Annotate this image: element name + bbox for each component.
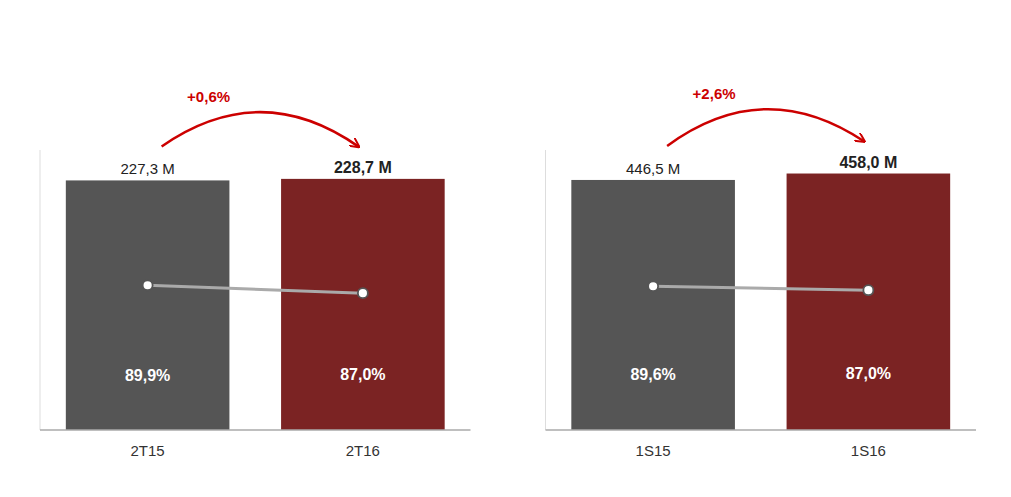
inner-label: 87,0%: [846, 365, 891, 382]
panel: 227,3 M 228,7 M 2T15 2T16 89,9% 87,0% +0,6%: [40, 88, 471, 459]
inner-label: 87,0%: [340, 366, 385, 383]
chart-canvas: 227,3 M 228,7 M 2T15 2T16 89,9% 87,0% +0,6% 446…: [0, 0, 1011, 497]
bar: [571, 180, 735, 430]
arrow-label: +2,6%: [693, 85, 736, 102]
x-tick-label: 1S16: [851, 442, 886, 459]
dot: [358, 288, 368, 298]
inner-label: 89,6%: [630, 366, 675, 383]
plot-area: [66, 179, 445, 430]
x-tick-label: 1S15: [636, 442, 671, 459]
panel: 446,5 M 458,0 M 1S15 1S16 89,6% 87,0% +2,6%: [546, 85, 977, 459]
y-axis-line: [40, 150, 41, 430]
bar: [787, 174, 951, 430]
plot-area: [571, 174, 950, 430]
dot: [143, 280, 153, 290]
line: [148, 285, 363, 293]
bar: [66, 180, 230, 430]
line: [653, 286, 868, 290]
dot: [863, 285, 873, 295]
x-tick-label: 2T15: [131, 442, 165, 459]
x-axis-line: [546, 429, 977, 431]
value-label: 446,5 M: [626, 160, 680, 177]
labels: 227,3 M 228,7 M 2T15 2T16 89,9% 87,0% +0,6%: [121, 88, 392, 459]
value-label: 227,3 M: [121, 160, 175, 177]
arrow: [667, 109, 864, 146]
bar: [281, 179, 445, 430]
x-tick-label: 2T16: [346, 442, 380, 459]
y-axis-line: [545, 150, 546, 430]
inner-label: 89,9%: [125, 367, 170, 384]
dot: [648, 281, 658, 291]
value-label: 458,0 M: [839, 154, 897, 171]
x-axis-line: [40, 429, 471, 431]
arrow-label: +0,6%: [187, 88, 230, 105]
arrow: [162, 112, 359, 147]
value-label: 228,7 M: [334, 159, 392, 176]
labels: 446,5 M 458,0 M 1S15 1S16 89,6% 87,0% +2,6%: [626, 85, 897, 459]
